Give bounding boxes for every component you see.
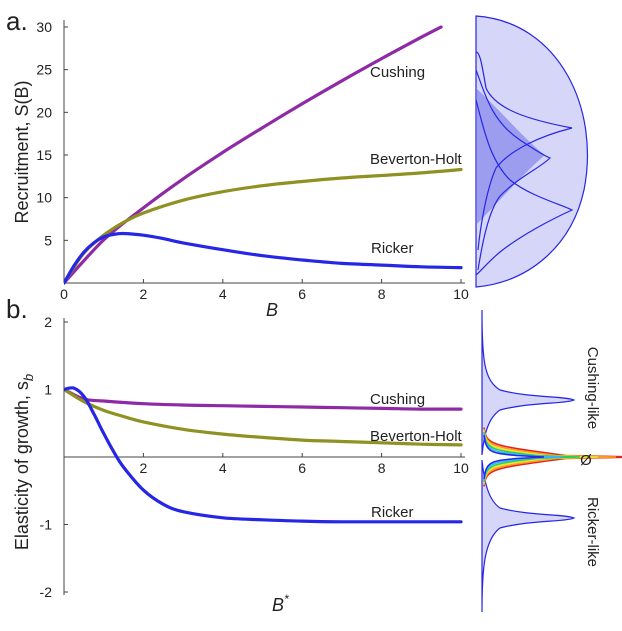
x-tick-label: 8 [378,286,386,302]
panel-b-side-distribution [481,309,622,613]
x-tick-label: 2 [140,460,148,476]
side-curve-upper [475,51,573,251]
panel-b-label-ricker: Ricker [371,504,414,521]
y-tick-label: 1 [44,382,52,398]
side-curve-lower [475,99,574,276]
y-tick-label: 25 [36,62,52,78]
side-peak-overlap [476,88,545,225]
y-tick-label: 5 [44,232,52,248]
panel-b: b. 2 4 6 8 10 2 1 -1 -2 B* Elasticity of growth… [6,294,622,615]
y-tick-label: 10 [36,190,52,206]
panel-a-series [64,25,463,285]
panel-b-y-label: Elasticity of growth, sb [12,374,36,550]
x-tick-label: 4 [219,460,227,476]
panel-b-label-cushing: Cushing [370,391,425,408]
x-tick-label: 0 [60,286,68,302]
side-density-lower [481,459,576,613]
x-tick-label: 6 [298,286,306,302]
panel-b-y-ticks: 2 1 -1 -2 [40,314,68,600]
series-line-cushing [64,387,463,411]
panel-a-label-ricker: Ricker [371,240,414,257]
x-tick-label: 10 [453,286,469,302]
side-label-ricker-like: Ricker-like [584,497,601,567]
panel-a-x-ticks: 0 2 4 6 8 10 [60,279,469,302]
x-tick-label: 8 [378,460,386,476]
spectrum-curve [483,431,581,483]
panel-b-x-ticks: 2 4 6 8 10 [140,453,469,476]
y-tick-label: 2 [44,314,52,330]
panel-b-x-label: B* [272,592,289,615]
y-tick-label: -1 [40,517,53,533]
y-tick-label: 15 [36,147,52,163]
spectrum-curve [483,433,563,481]
panel-b-label: b. [6,294,28,324]
y-tick-label: 20 [36,104,52,120]
side-curve-middle [475,69,552,271]
panel-a-label: a. [6,6,28,36]
panel-a-side-distribution [475,15,588,288]
spectrum-curve [483,428,617,486]
panel-a-x-label: B [266,300,278,320]
series-line-beverton-holt [64,387,463,447]
spectrum-curve [483,427,622,487]
side-label-cushing-like: Cushing-like [584,347,601,430]
y-tick-label: 30 [36,19,52,35]
series-line-ricker [64,231,463,285]
panel-a-label-cushing: Cushing [370,64,425,81]
y-tick-label: -2 [40,584,53,600]
series-line-ricker [64,386,463,524]
spectrum-curve [483,430,599,484]
side-density-upper [481,309,576,456]
panel-a-label-beverton-holt: Beverton-Holt [370,151,463,168]
spectrum-curve [483,434,545,480]
side-label-empty-set: Ø [580,452,592,469]
panel-b-label-beverton-holt: Beverton-Holt [370,428,463,445]
x-tick-label: 6 [298,460,306,476]
panel-a: a. 0 2 4 6 8 10 5 10 15 20 25 30 B Recruitment, S(… [6,6,588,320]
x-tick-label: 4 [219,286,227,302]
x-tick-label: 2 [140,286,148,302]
x-tick-label: 10 [453,460,469,476]
panel-a-y-ticks: 5 10 15 20 25 30 [36,19,68,248]
side-spectrum [483,427,622,487]
panel-b-series [64,386,463,524]
panel-a-y-label: Recruitment, S(B) [12,80,32,223]
